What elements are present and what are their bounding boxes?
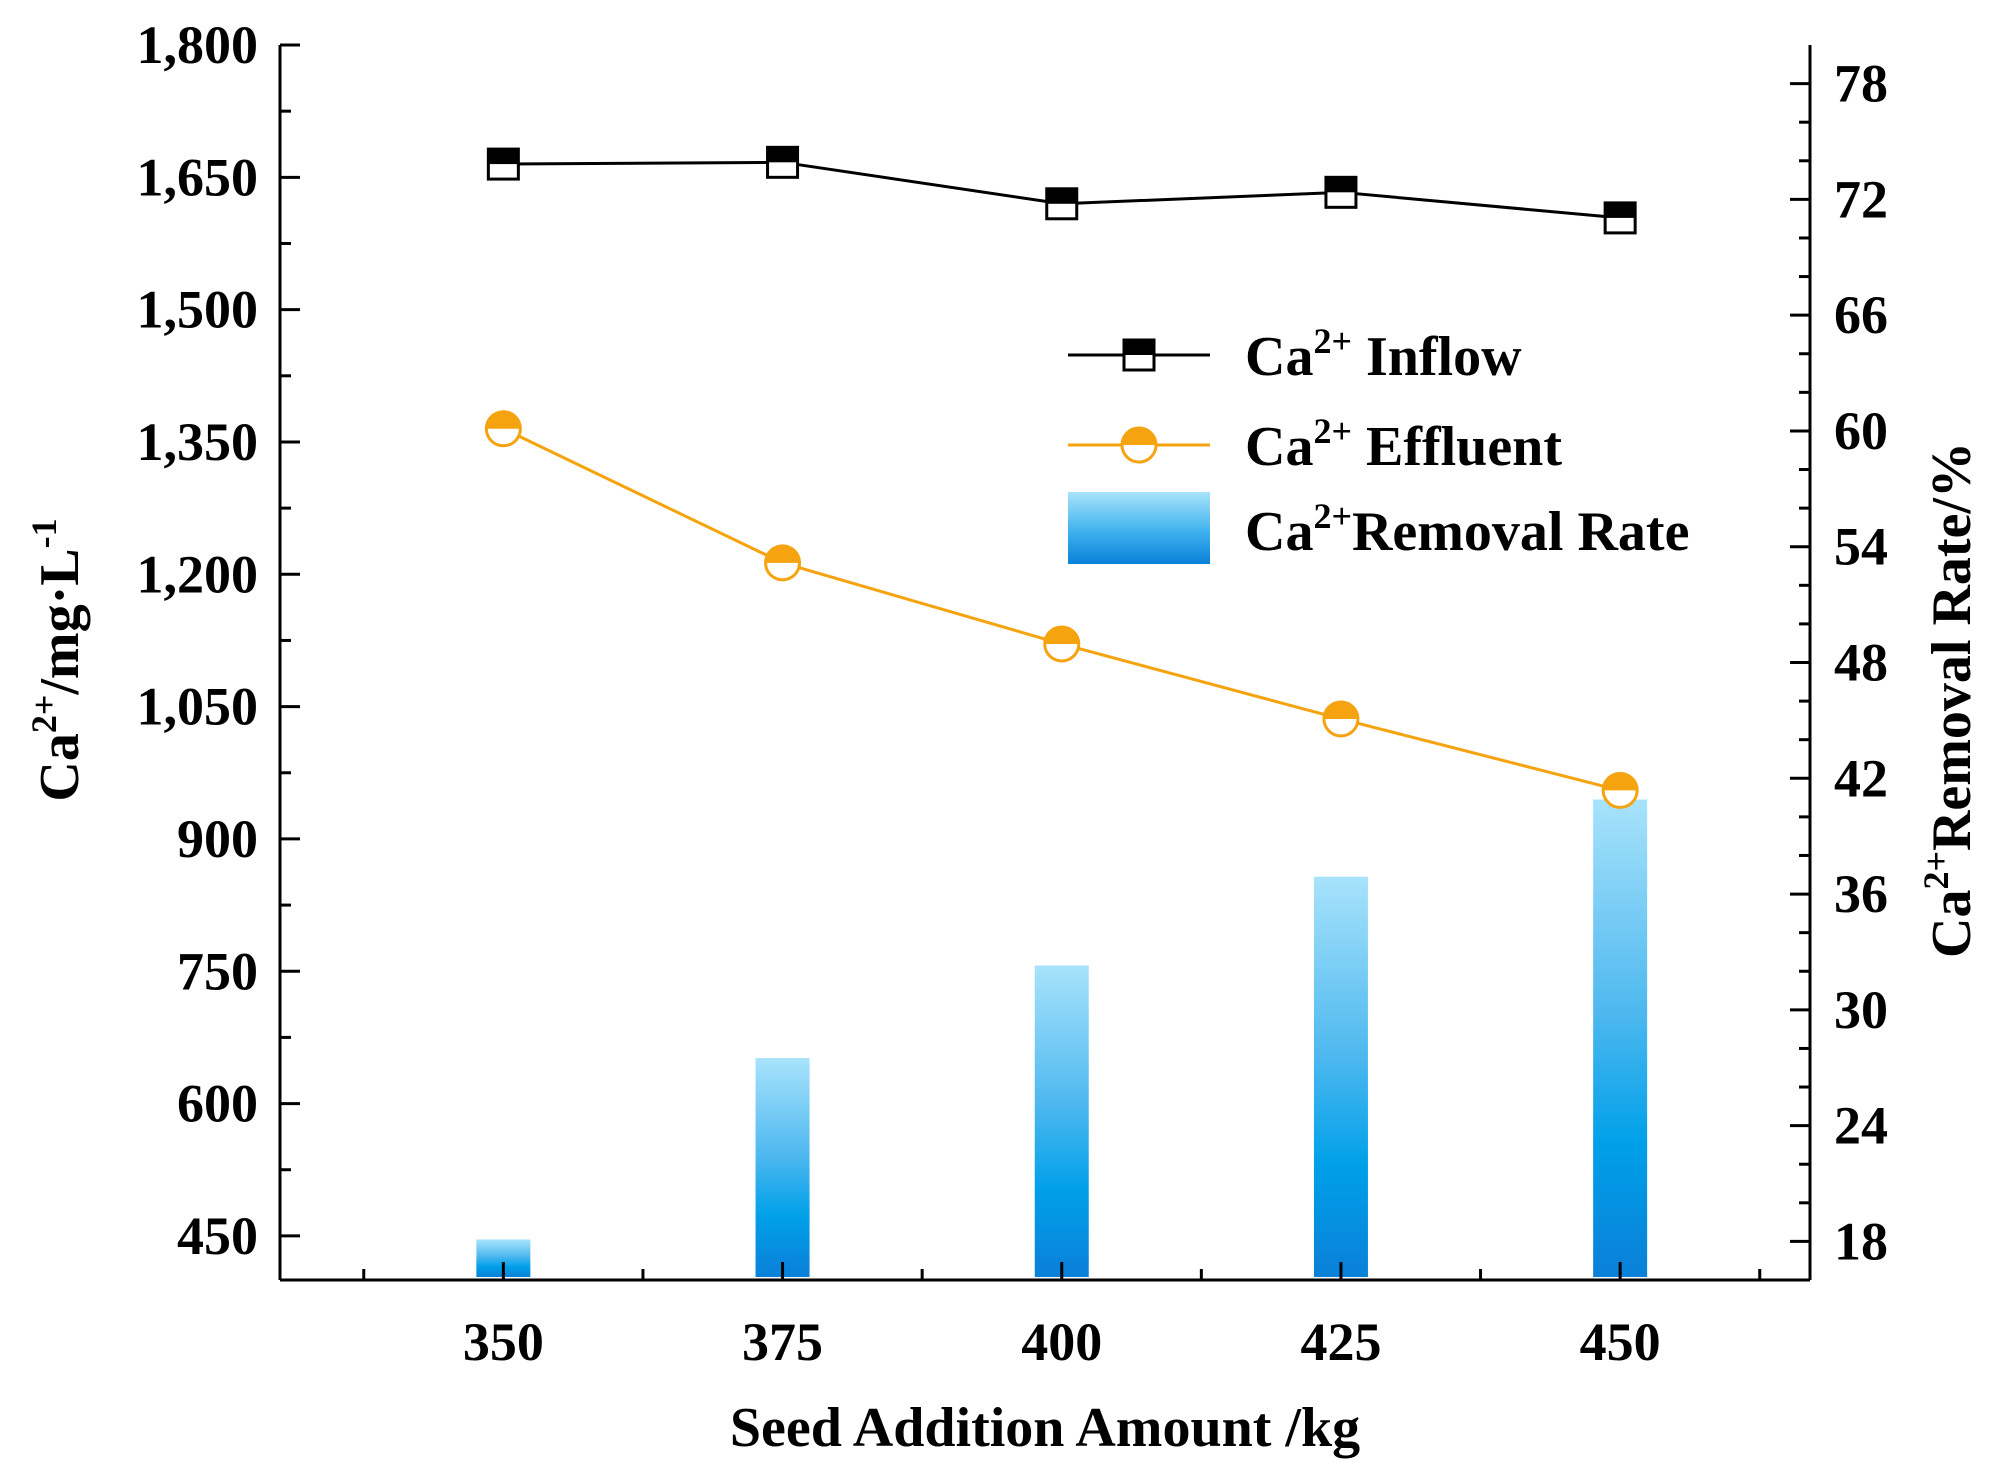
point-effluent-375	[764, 544, 802, 582]
left-tick-label: 1,500	[137, 280, 259, 340]
right-tick-label: 30	[1834, 980, 1888, 1040]
right-tick-label: 78	[1834, 54, 1888, 114]
legend-bar-swatch	[1068, 492, 1210, 564]
legend-item-inflow: Ca2+ Inflow	[1068, 321, 1522, 388]
legend-label: Ca2+ Inflow	[1245, 321, 1522, 388]
x-tick-label: 375	[742, 1312, 823, 1372]
bar-removal-rate-425	[1313, 876, 1368, 1277]
left-axis-title: Ca2+/mg·L-1	[24, 518, 91, 801]
left-tick-label: 1,350	[137, 412, 259, 472]
right-tick-label: 36	[1834, 864, 1888, 924]
x-axis-title: Seed Addition Amount /kg	[730, 1397, 1360, 1459]
lines-layer	[484, 145, 1639, 809]
right-tick-label: 48	[1834, 633, 1888, 693]
left-tick-label: 900	[177, 809, 258, 869]
point-inflow-400	[1045, 187, 1079, 221]
bar-removal-rate-450	[1593, 799, 1648, 1277]
right-tick-label: 18	[1834, 1211, 1888, 1271]
line-effluent	[502, 427, 1621, 792]
legend: Ca2+ Inflow Ca2+ Effluent Ca2+Removal Rate	[1068, 321, 1689, 564]
legend-item-removal-rate: Ca2+Removal Rate	[1068, 492, 1689, 564]
x-tick-label: 400	[1021, 1312, 1102, 1372]
point-inflow-425	[1324, 175, 1358, 209]
right-tick-label: 54	[1834, 517, 1888, 577]
left-tick-label: 450	[177, 1206, 258, 1266]
left-tick-label: 1,200	[137, 544, 259, 604]
x-tick-label: 450	[1580, 1312, 1661, 1372]
legend-label: Ca2+Removal Rate	[1245, 496, 1689, 563]
point-effluent-400	[1043, 625, 1081, 663]
axes-layer: 450 600 750 900 1,050 1,200 1,350 1,500 1,650 1,8…	[24, 15, 1983, 1459]
point-inflow-375	[766, 145, 800, 179]
right-tick-label: 24	[1834, 1096, 1888, 1156]
right-tick-label: 72	[1834, 169, 1888, 229]
point-effluent-425	[1322, 700, 1360, 738]
x-tick-label: 350	[463, 1312, 544, 1372]
bar-removal-rate-400	[1034, 965, 1089, 1277]
right-tick-label: 60	[1834, 401, 1888, 461]
right-tick-label: 42	[1834, 748, 1888, 808]
point-inflow-350	[486, 147, 520, 181]
right-tick-label: 66	[1834, 285, 1888, 345]
bars-layer	[476, 799, 1648, 1277]
left-tick-label: 600	[177, 1074, 258, 1134]
left-tick-label: 1,650	[137, 147, 259, 207]
point-inflow-450	[1603, 201, 1637, 235]
left-tick-label: 750	[177, 941, 258, 1001]
legend-label: Ca2+ Effluent	[1245, 411, 1562, 478]
x-tick-label: 425	[1300, 1312, 1381, 1372]
legend-item-effluent: Ca2+ Effluent	[1068, 411, 1562, 478]
point-effluent-350	[484, 410, 522, 448]
bar-removal-rate-375	[755, 1058, 810, 1277]
right-axis-title: Ca2+Removal Rate/%	[1916, 442, 1983, 958]
left-tick-label: 1,800	[137, 15, 259, 75]
point-effluent-450	[1601, 771, 1639, 809]
left-tick-label: 1,050	[137, 677, 259, 737]
